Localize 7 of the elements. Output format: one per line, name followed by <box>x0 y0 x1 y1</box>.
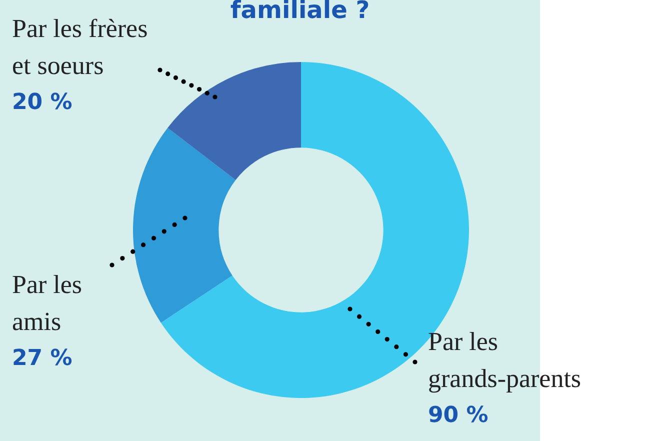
slice-label: Par les frères et soeurs <box>12 14 148 80</box>
slice-label: Par les amis <box>12 270 82 336</box>
slice-label: Par les grands-parents <box>428 327 582 393</box>
data-label: 20 % <box>12 89 74 117</box>
chart-title: familiale ? <box>230 0 370 24</box>
data-label: 27 % <box>12 345 74 373</box>
data-label: 90 % <box>428 402 490 430</box>
